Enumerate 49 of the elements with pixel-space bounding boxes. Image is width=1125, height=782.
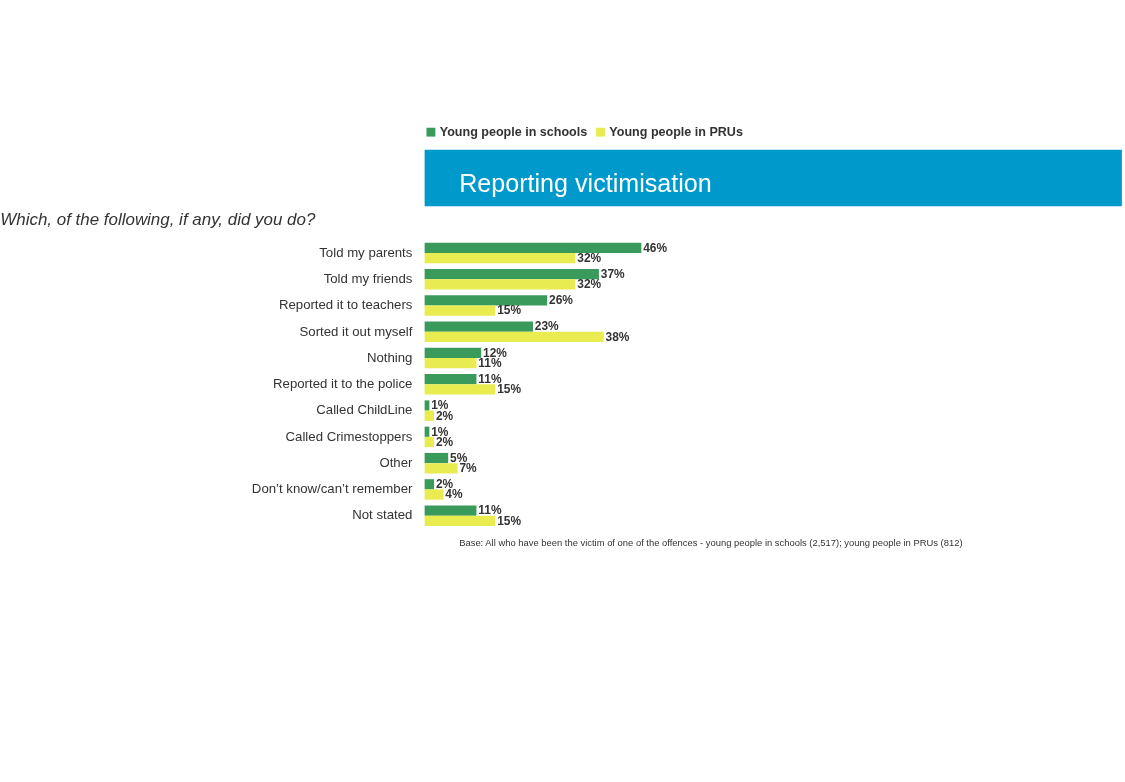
bar <box>424 374 477 385</box>
data-label: 26% <box>548 293 574 308</box>
y-tick-label: Called Crimestoppers <box>285 428 413 444</box>
legend-label: Young people in PRUs <box>609 124 743 139</box>
bar <box>424 279 576 290</box>
y-tick-label: Not stated <box>352 507 413 523</box>
bar <box>424 253 576 264</box>
data-label: 37% <box>600 266 626 281</box>
bar <box>424 463 458 474</box>
text: Base: All who have been the victim of one of the offences - young people in schools (2,517); young people in PRUs (812) <box>459 537 963 549</box>
chart-title: Reporting victimisation <box>459 168 712 197</box>
y-tick-label: Reported it to the police <box>273 376 413 392</box>
bar <box>424 358 477 369</box>
y-tick-label: Reported it to teachers <box>278 297 413 313</box>
data-label: 4% <box>445 487 463 502</box>
bar <box>424 489 444 500</box>
bar <box>424 452 449 464</box>
data-label: 15% <box>497 303 522 318</box>
data-label: 46% <box>643 240 668 255</box>
bar <box>424 515 496 526</box>
data-label: 15% <box>497 513 522 528</box>
bar <box>424 384 496 395</box>
bar <box>424 242 642 254</box>
text: Which, of the following, if any, did you do? <box>0 210 316 230</box>
bar <box>424 479 435 490</box>
legend-label: Young people in schools <box>439 124 588 139</box>
bar <box>424 331 604 343</box>
y-tick-label: Other <box>379 454 413 470</box>
bar <box>424 410 435 421</box>
data-label: 38% <box>605 329 630 344</box>
data-label: 32% <box>577 277 602 292</box>
bar <box>424 305 496 316</box>
data-label: 23% <box>534 319 560 334</box>
y-tick-label: Sorted it out myself <box>299 323 413 339</box>
bar <box>424 436 435 448</box>
bar <box>424 321 533 332</box>
bar <box>424 295 548 306</box>
data-label: 12% <box>483 345 508 360</box>
bar <box>424 269 599 280</box>
y-tick-label: Nothing <box>366 349 413 365</box>
y-tick-label: Called ChildLine <box>316 402 413 418</box>
bar <box>424 347 482 359</box>
y-tick-label: Don’t know/can’t remember <box>251 481 413 497</box>
y-tick-label: Told my friends <box>323 271 413 287</box>
bar <box>424 505 477 516</box>
data-label: 2% <box>435 408 454 423</box>
bar <box>424 400 430 411</box>
y-tick-label: Told my parents <box>319 244 413 260</box>
data-label: 32% <box>577 250 602 265</box>
